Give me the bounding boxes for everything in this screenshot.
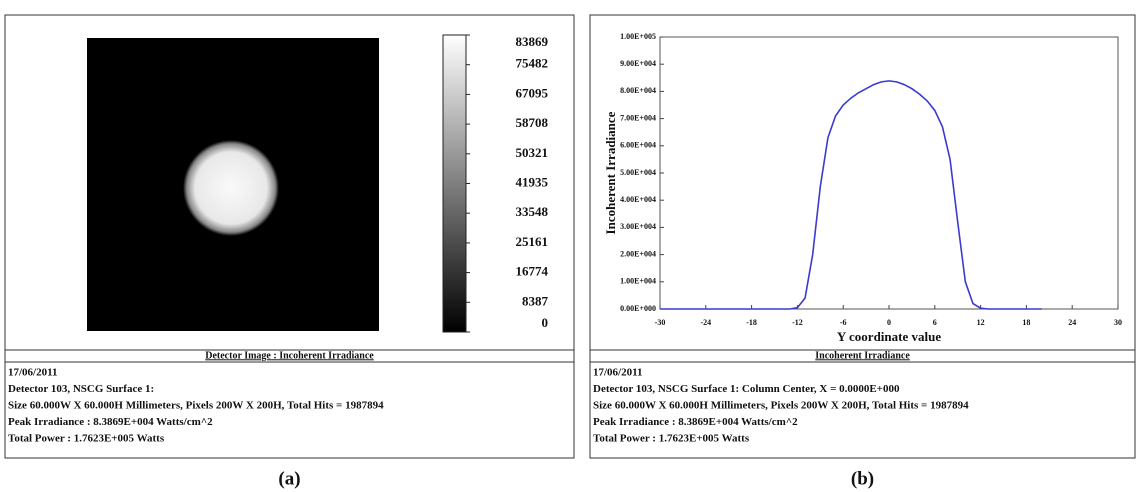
colorbar-tick-label: 0: [542, 315, 549, 330]
colorbar-tick-label: 33548: [516, 204, 549, 219]
info-line: Total Power : 1.7623E+005 Watts: [593, 433, 750, 445]
y-tick-label: 6.00E+004: [620, 141, 656, 150]
x-tick-label: -30: [655, 318, 666, 327]
y-tick-label: 2.00E+004: [620, 249, 656, 258]
info-line: 17/06/2011: [593, 367, 643, 379]
info-line: Peak Irradiance : 8.3869E+004 Watts/cm^2: [593, 416, 798, 428]
colorbar-tick-label: 8387: [522, 293, 549, 308]
caption: Incoherent Irradiance: [815, 350, 910, 361]
y-tick-label: 1.00E+005: [620, 32, 656, 41]
x-tick-label: 24: [1068, 318, 1076, 327]
plot-frame: [660, 37, 1118, 309]
colorbar-tick-label: 50321: [516, 145, 549, 160]
colorbar-tick-label: 16774: [516, 264, 549, 279]
y-tick-label: 5.00E+004: [620, 168, 656, 177]
info-line: Size 60.000W X 60.000H Millimeters, Pixe…: [8, 400, 384, 412]
colorbar-tick-label: 25161: [516, 234, 549, 249]
panel-label: (b): [851, 468, 874, 489]
info-line: Total Power : 1.7623E+005 Watts: [8, 433, 165, 445]
caption: Detector Image : Incoherent Irradiance: [205, 350, 374, 361]
x-tick-label: 6: [933, 318, 937, 327]
figure: Detector Image : Incoherent Irradiance 17…: [0, 0, 1140, 492]
info-line: Size 60.000W X 60.000H Millimeters, Pixe…: [593, 400, 969, 412]
x-axis-label: Y coordinate value: [837, 329, 941, 344]
info-line: Peak Irradiance : 8.3869E+004 Watts/cm^2: [8, 416, 213, 428]
x-tick-label: 30: [1114, 318, 1122, 327]
y-tick-label: 7.00E+004: [620, 113, 656, 122]
y-tick-label: 1.00E+004: [620, 277, 656, 286]
info-line: 17/06/2011: [8, 367, 58, 379]
x-tick-label: -6: [840, 318, 847, 327]
colorbar-tick-label: 41935: [516, 174, 549, 189]
x-tick-label: 0: [887, 318, 891, 327]
x-tick-label: 12: [977, 318, 985, 327]
line-series: [660, 81, 1042, 309]
x-tick-label: -24: [700, 318, 711, 327]
y-axis-label: Incoherent Irradiance: [603, 111, 618, 234]
x-tick-label: -18: [746, 318, 757, 327]
info-line: Detector 103, NSCG Surface 1: Column Cen…: [593, 383, 900, 395]
y-tick-label: 8.00E+004: [620, 86, 656, 95]
colorbar-tick-label: 83869: [516, 34, 549, 49]
y-tick-label: 9.00E+004: [620, 59, 656, 68]
y-tick-label: 0.00E+000: [620, 304, 656, 313]
colorbar-tick-label: 67095: [516, 85, 549, 100]
colorbar: [443, 35, 466, 332]
x-tick-label: -12: [792, 318, 803, 327]
info-line: Detector 103, NSCG Surface 1:: [8, 383, 154, 395]
y-tick-label: 3.00E+004: [620, 222, 656, 231]
colorbar-tick-label: 75482: [516, 56, 549, 71]
irradiance-spot: [183, 140, 279, 236]
y-tick-label: 4.00E+004: [620, 195, 656, 204]
x-tick-label: 18: [1022, 318, 1030, 327]
colorbar-tick-label: 58708: [516, 115, 549, 130]
panel-label: (a): [278, 468, 300, 489]
